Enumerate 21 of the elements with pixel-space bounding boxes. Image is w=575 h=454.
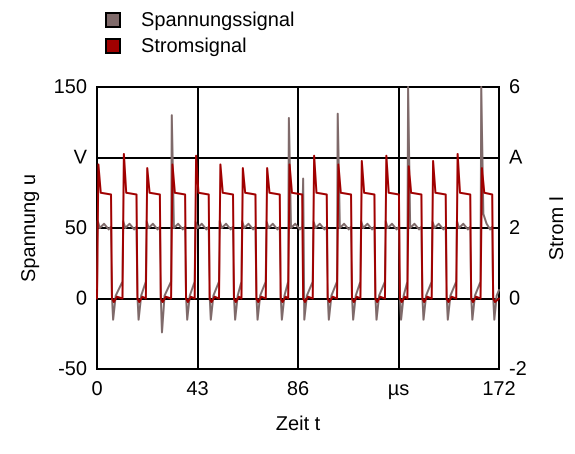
y-axis-title: Spannung u [18,174,40,282]
legend-label: Stromsignal [141,35,247,57]
y-tick-label: 150 [54,76,87,98]
y-tick-label: V [74,146,88,168]
x-tick-label: 172 [482,378,516,400]
x-axis-title: Zeit t [276,413,321,435]
y2-tick-label: A [509,146,523,168]
y-tick-label: -50 [58,358,87,380]
y-tick-label: 50 [64,217,87,239]
legend-label: Spannungssignal [141,9,294,31]
x-tick-label: µs [388,378,410,400]
x-tick-label: 43 [186,378,209,400]
line-series [96,152,500,304]
y-tick-label: 0 [76,288,87,310]
x-tick-label: 0 [91,378,103,400]
y2-axis-title: Strom I [546,196,568,260]
y2-tick-label: 6 [509,76,520,98]
y2-tick-label: -2 [509,358,527,380]
x-tick-label: 86 [286,378,310,400]
y2-tick-label: 2 [509,217,520,239]
y2-tick-label: 0 [509,288,520,310]
